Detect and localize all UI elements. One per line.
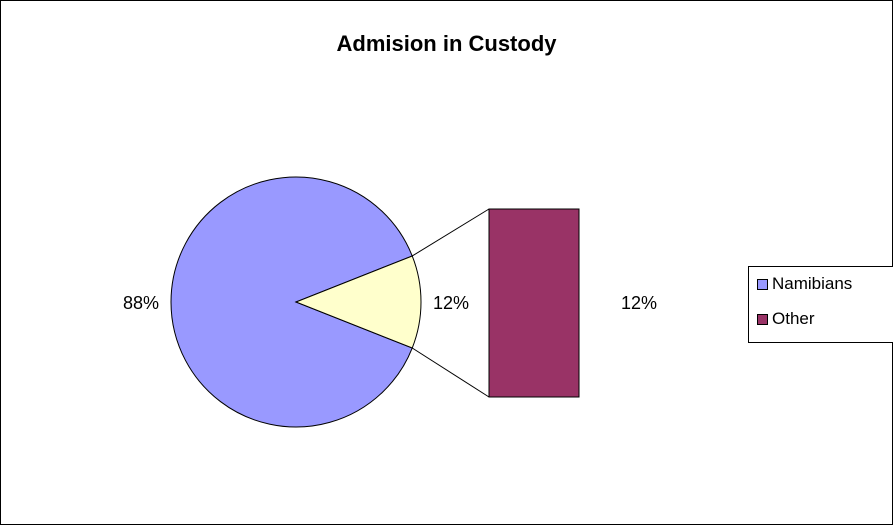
connector-lines — [411, 208, 490, 398]
legend-swatch-namibians — [757, 278, 768, 290]
pie — [170, 176, 422, 428]
bar-other — [488, 208, 580, 398]
data-labels: 88% 12% 12% — [123, 293, 657, 313]
pie-slice-namibians — [170, 176, 413, 428]
legend-swatch-other — [757, 313, 768, 325]
connector-line-bottom — [411, 347, 490, 398]
data-label-namibians: 88% — [123, 293, 159, 313]
data-label-bar-other: 12% — [621, 293, 657, 313]
legend-item-other: Other — [757, 309, 815, 329]
chart-title: Admision in Custody — [336, 31, 557, 56]
connector-line-top — [411, 208, 490, 257]
legend-label-other: Other — [772, 309, 815, 328]
legend-label-namibians: Namibians — [772, 274, 853, 293]
pie-slice-other — [294, 255, 422, 349]
legend: Namibians Other — [748, 266, 893, 343]
secondary-bar — [488, 208, 580, 398]
data-label-other: 12% — [433, 293, 469, 313]
legend-item-namibians: Namibians — [757, 274, 852, 294]
